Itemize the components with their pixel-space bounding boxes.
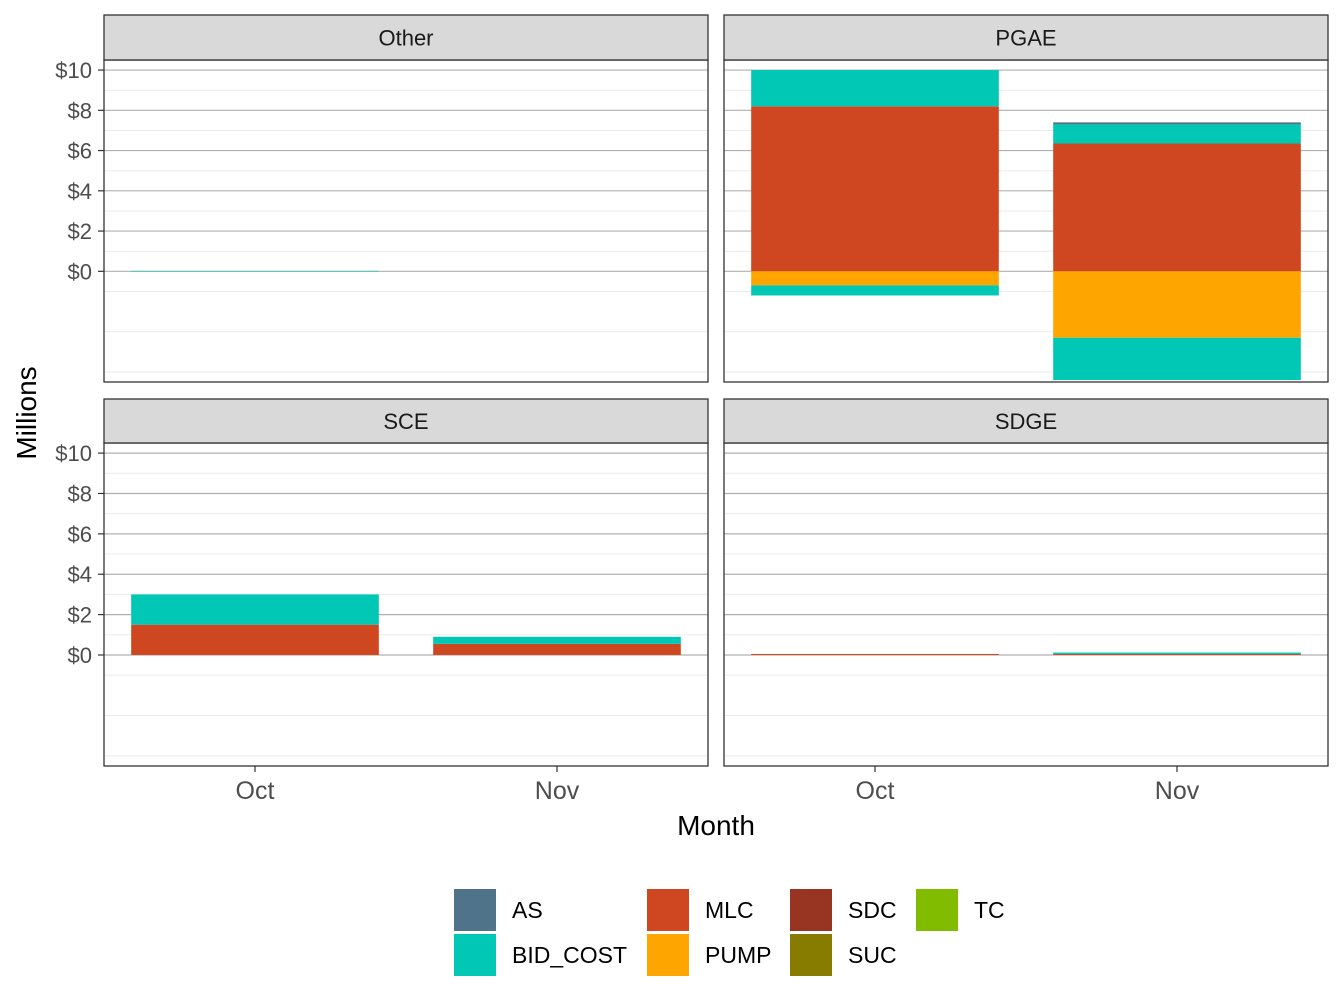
bar-segment-pgae-nov-mlc <box>1053 143 1301 272</box>
panel-background <box>104 60 708 382</box>
panel-background <box>724 443 1328 766</box>
legend-item-suc: SUC <box>790 934 897 976</box>
y-tick-label: $2 <box>68 603 92 628</box>
panel-pgae: PGAE <box>723 14 1329 383</box>
strip-other <box>103 14 709 61</box>
bar-segment-pgae-oct-bid-cost <box>751 285 999 296</box>
y-tick-label: $10 <box>55 58 92 83</box>
bar-segment-pgae-oct-pump <box>751 271 999 286</box>
strip-sdge <box>723 398 1329 444</box>
bar-segment-pgae-nov-as <box>1053 122 1301 125</box>
bar-segment-sce-oct-bid-cost <box>131 594 379 625</box>
legend: AS BID_COST MLC PUMP SDC SUC TC <box>454 889 1005 976</box>
legend-item-sdc: SDC <box>790 889 897 931</box>
bar-segment-sce-nov-mlc <box>433 643 681 655</box>
legend-swatch <box>916 889 958 931</box>
x-tick-label: Oct <box>236 777 275 805</box>
bar-segment-pgae-oct-mlc <box>751 106 999 272</box>
y-tick-label: $2 <box>68 219 92 244</box>
y-tick-label: $4 <box>68 562 92 587</box>
legend-item-pump: PUMP <box>647 934 771 976</box>
strip-sce <box>103 398 709 444</box>
legend-swatch <box>454 934 496 976</box>
strip-label: PGAE <box>995 26 1056 51</box>
bar-segment-pgae-nov-pump <box>1053 271 1301 338</box>
legend-label: BID_COST <box>512 942 627 968</box>
legend-item-bid-cost: BID_COST <box>454 934 627 976</box>
strip-label: SDGE <box>995 409 1057 434</box>
y-tick-label: $0 <box>68 643 92 668</box>
y-tick-label: $0 <box>68 259 92 284</box>
bar-segment-pgae-nov-bid-cost <box>1053 337 1301 380</box>
strip-pgae <box>723 14 1329 61</box>
facet-panels: Other $0 $2 $4 $6 $8 $10 PGAE SCE $0 $2 $4 $6 $8 $10 Oc… <box>55 14 1329 805</box>
strip-label: SCE <box>383 409 428 434</box>
panel-sdge: SDGE Oct Nov <box>723 398 1329 805</box>
x-tick-label: Nov <box>1155 777 1200 805</box>
y-tick-label: $8 <box>68 481 92 506</box>
x-axis-title: Month <box>677 810 755 841</box>
legend-swatch <box>454 889 496 931</box>
y-tick-label: $6 <box>68 522 92 547</box>
bar-segment-sdge-oct-mlc <box>751 653 999 655</box>
legend-label: TC <box>974 897 1005 923</box>
bar-segment-pgae-oct-bid-cost <box>751 70 999 107</box>
legend-item-as: AS <box>454 889 543 931</box>
legend-label: MLC <box>705 897 754 923</box>
legend-swatch <box>790 889 832 931</box>
panel-other: Other $0 $2 $4 $6 $8 $10 <box>55 14 709 383</box>
legend-swatch <box>647 934 689 976</box>
legend-label: SDC <box>848 897 897 923</box>
bar-segment-pgae-nov-bid-cost <box>1053 124 1301 144</box>
x-tick-label: Oct <box>856 777 895 805</box>
legend-label: PUMP <box>705 942 771 968</box>
panel-sce: SCE $0 $2 $4 $6 $8 $10 Oct Nov <box>55 398 709 805</box>
legend-item-tc: TC <box>916 889 1005 931</box>
strip-label: Other <box>378 26 433 51</box>
legend-label: AS <box>512 897 543 923</box>
legend-swatch <box>647 889 689 931</box>
bar-segment-sce-oct-mlc <box>131 624 379 655</box>
legend-swatch <box>790 934 832 976</box>
y-axis-title: Millions <box>11 366 42 459</box>
y-tick-label: $4 <box>68 179 92 204</box>
bar-segment-sdge-nov-bid-cost <box>1053 652 1301 654</box>
bar-segment-sce-nov-bid-cost <box>433 636 681 644</box>
y-tick-label: $8 <box>68 98 92 123</box>
legend-label: SUC <box>848 942 897 968</box>
legend-item-mlc: MLC <box>647 889 754 931</box>
bar-segment-sdge-nov-mlc <box>1053 653 1301 655</box>
bar-segment-other-oct-bid-cost <box>131 270 379 272</box>
y-tick-label: $10 <box>55 441 92 466</box>
y-tick-label: $6 <box>68 139 92 164</box>
x-tick-label: Nov <box>535 777 580 805</box>
